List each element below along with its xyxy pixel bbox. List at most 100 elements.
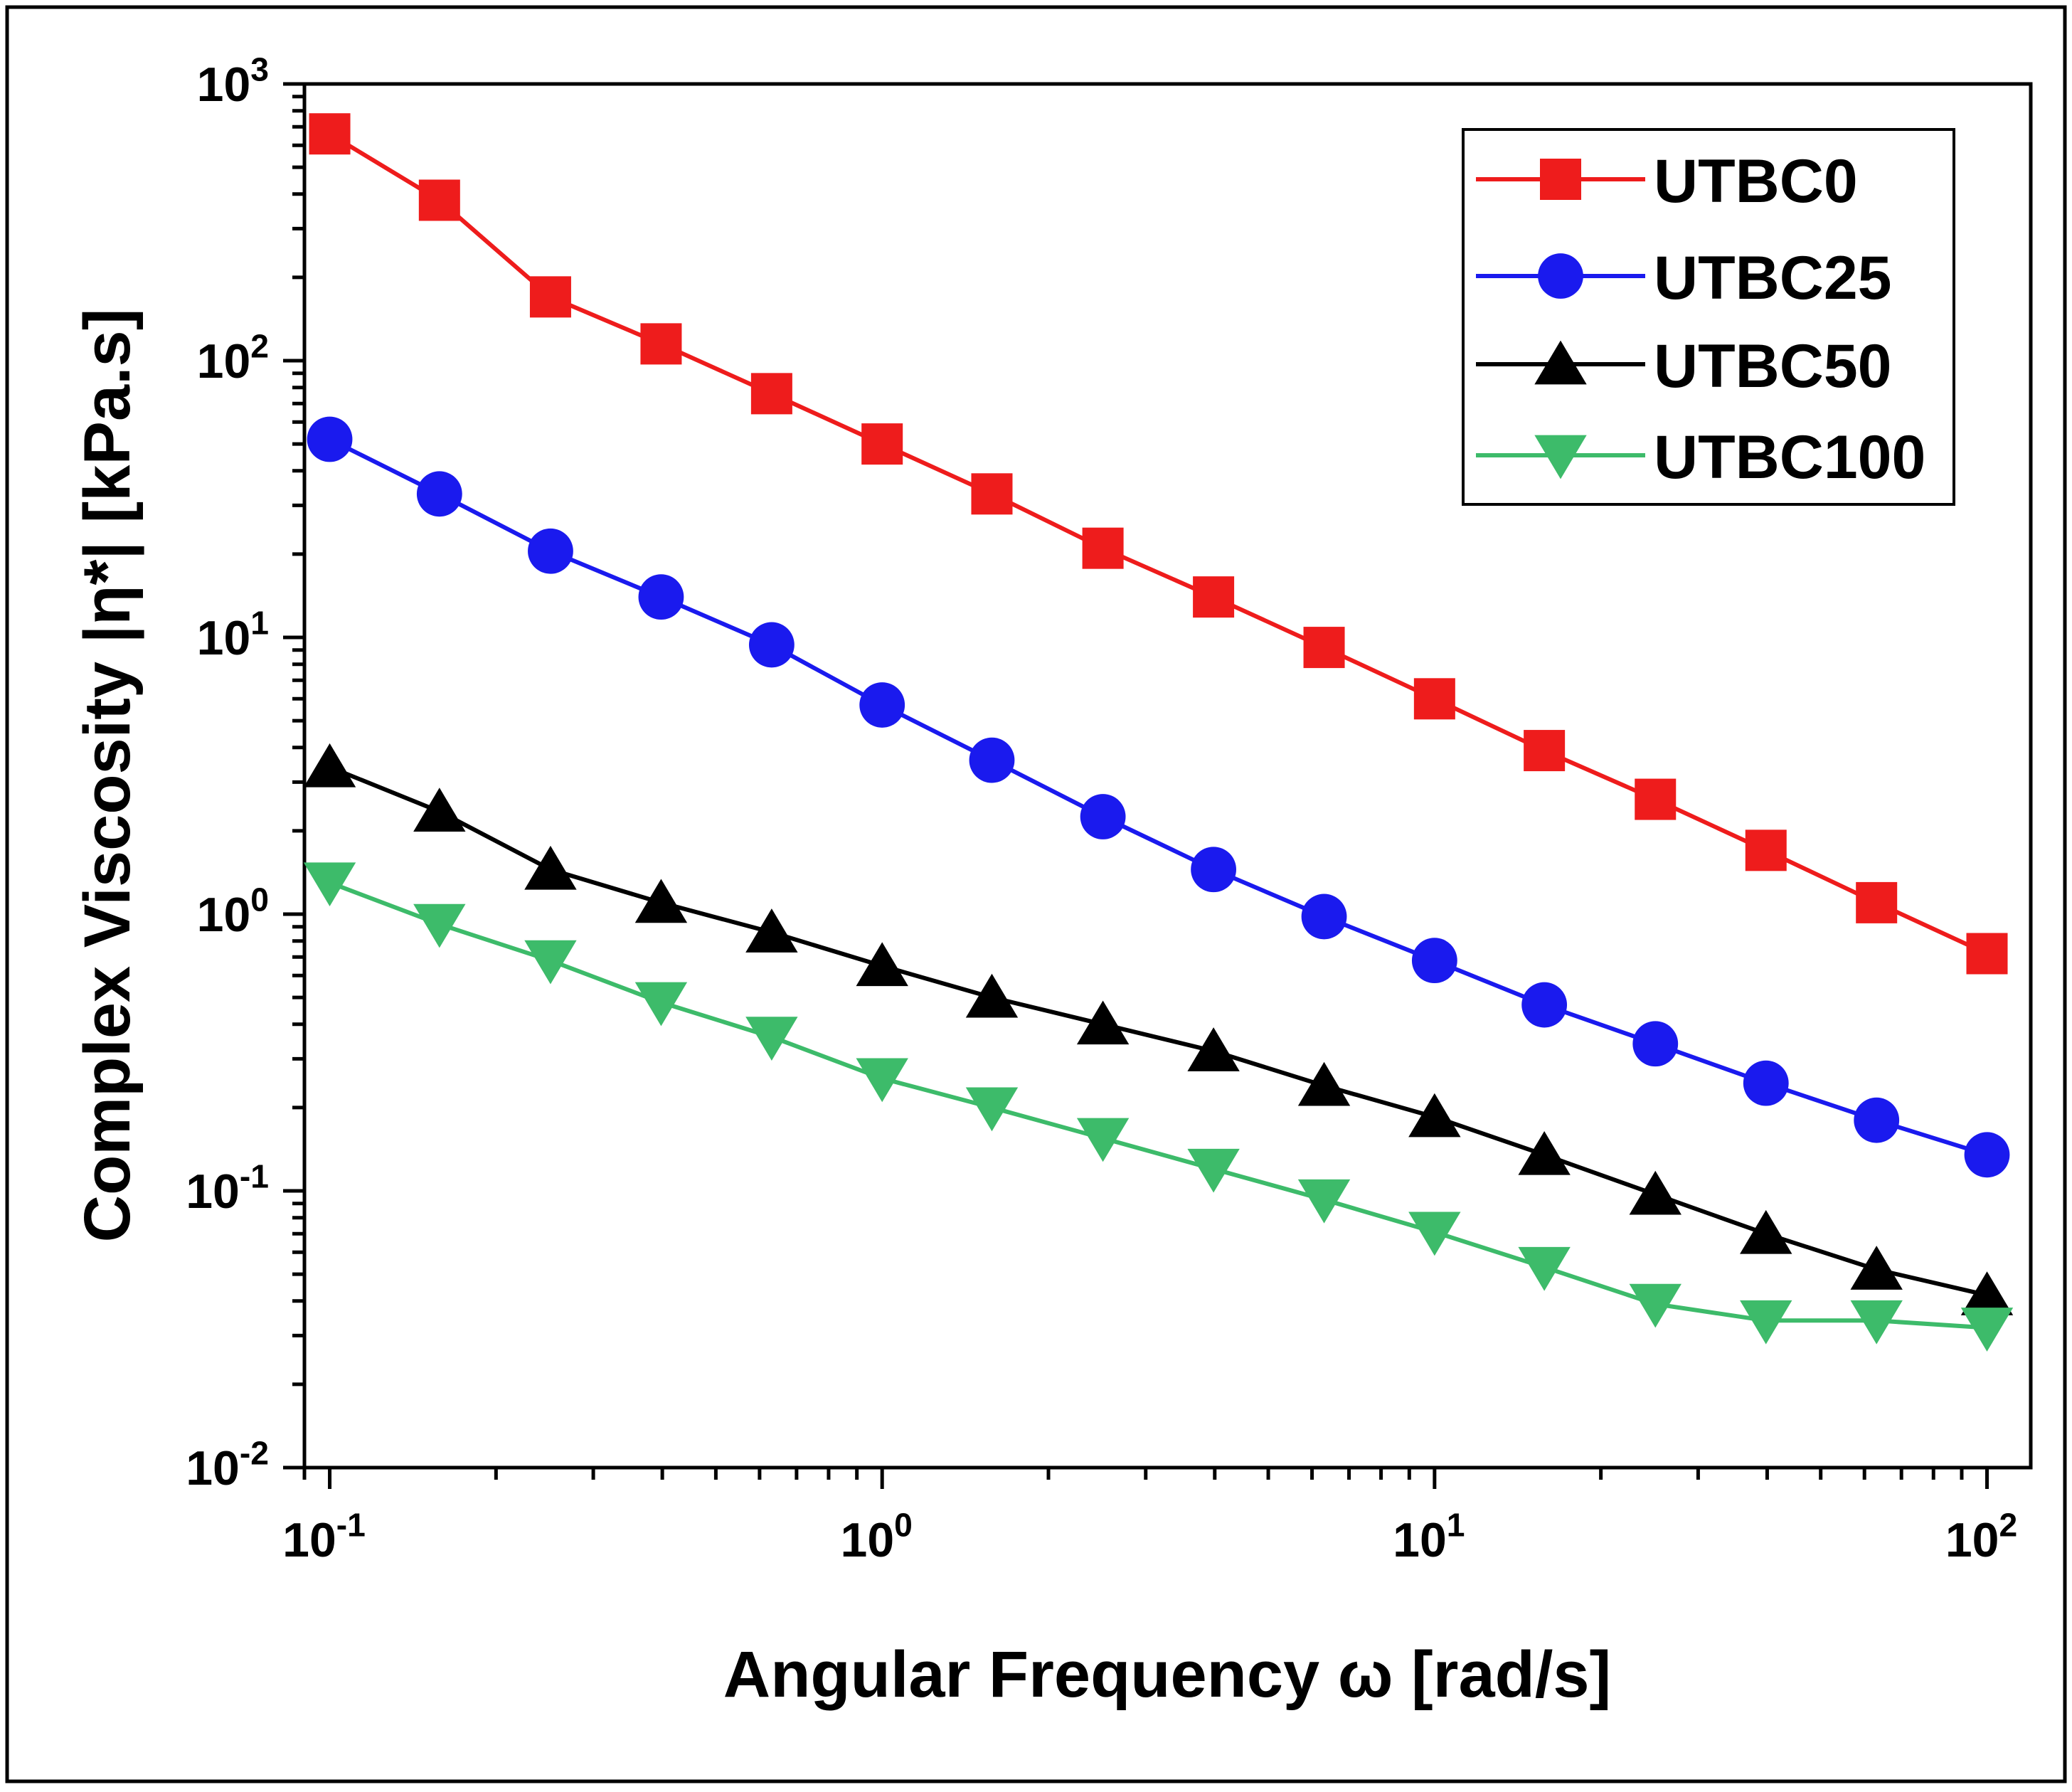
data-point-utbc25 bbox=[1521, 982, 1568, 1028]
data-point-utbc100 bbox=[1960, 1308, 2014, 1352]
series-utbc100 bbox=[303, 862, 2014, 1352]
data-point-utbc25 bbox=[1191, 847, 1236, 893]
data-point-utbc25 bbox=[1854, 1097, 1900, 1143]
plot-area bbox=[302, 82, 2033, 1470]
legend-item-utbc100: UTBC100 bbox=[1476, 423, 1925, 492]
data-point-utbc100 bbox=[1408, 1212, 1461, 1256]
data-point-utbc50 bbox=[1408, 1093, 1461, 1138]
data-point-utbc25 bbox=[1964, 1132, 2010, 1178]
y-tick-label: 101 bbox=[197, 604, 269, 665]
data-point-utbc0 bbox=[418, 179, 460, 221]
legend-label-utbc25: UTBC25 bbox=[1654, 244, 1892, 312]
data-point-utbc0 bbox=[309, 113, 351, 155]
data-point-utbc50 bbox=[303, 743, 356, 788]
series-line-utbc100 bbox=[329, 880, 1987, 1330]
y-axis: 10-2 10-1 100 101 102 103 bbox=[186, 51, 304, 1495]
data-point-utbc100 bbox=[524, 940, 577, 985]
data-point-utbc0 bbox=[1524, 730, 1566, 772]
data-point-utbc25 bbox=[748, 622, 795, 668]
data-point-utbc100 bbox=[1297, 1179, 1351, 1224]
series-layer bbox=[303, 113, 2014, 1352]
data-point-utbc50 bbox=[1850, 1246, 1903, 1290]
data-point-utbc0 bbox=[1966, 933, 2008, 975]
legend-item-utbc0: UTBC0 bbox=[1476, 147, 1858, 216]
y-tick-label: 10-1 bbox=[186, 1157, 269, 1219]
data-point-utbc25 bbox=[1411, 938, 1457, 984]
data-point-utbc50 bbox=[1960, 1271, 2014, 1315]
legend-item-utbc25: UTBC25 bbox=[1476, 244, 1892, 312]
legend-label-utbc100: UTBC100 bbox=[1654, 423, 1925, 492]
x-axis-label: Angular Frequency ω [rad/s] bbox=[723, 1638, 1611, 1711]
y-axis-label: Complex Viscosity |η*| [kPa.s] bbox=[71, 309, 144, 1243]
legend-marker-utbc0 bbox=[1540, 159, 1581, 200]
data-point-utbc0 bbox=[529, 276, 571, 318]
data-point-utbc100 bbox=[1850, 1300, 1903, 1345]
data-point-utbc0 bbox=[1303, 627, 1345, 669]
series-line-utbc50 bbox=[329, 765, 1988, 1298]
legend-label-utbc50: UTBC50 bbox=[1654, 332, 1892, 401]
data-point-utbc100 bbox=[413, 903, 466, 948]
x-axis: 10-1 100 101 102 bbox=[282, 1468, 2017, 1567]
x-tick-label: 10-1 bbox=[282, 1506, 366, 1567]
data-point-utbc25 bbox=[1743, 1060, 1789, 1106]
data-point-utbc25 bbox=[969, 737, 1015, 783]
data-point-utbc100 bbox=[1629, 1283, 1681, 1328]
data-point-utbc50 bbox=[965, 973, 1019, 1018]
data-point-utbc50 bbox=[856, 942, 908, 987]
plot-box bbox=[302, 82, 2033, 1470]
series-utbc0 bbox=[309, 113, 2008, 975]
data-point-utbc100 bbox=[1187, 1148, 1240, 1193]
data-point-utbc100 bbox=[1740, 1300, 1792, 1345]
data-point-utbc50 bbox=[1629, 1170, 1681, 1215]
data-point-utbc0 bbox=[1635, 778, 1677, 820]
data-point-utbc50 bbox=[1076, 1000, 1130, 1045]
series-utbc50 bbox=[303, 743, 2014, 1315]
legend: UTBC0 UTBC25 UTBC50 UTBC100 bbox=[1462, 128, 1955, 506]
legend-marker-utbc100 bbox=[1534, 435, 1587, 479]
x-tick-label: 100 bbox=[841, 1506, 913, 1567]
data-point-utbc25 bbox=[1080, 794, 1126, 839]
data-point-utbc0 bbox=[1082, 527, 1124, 569]
y-tick-label: 102 bbox=[197, 327, 269, 388]
data-point-utbc100 bbox=[1076, 1118, 1130, 1162]
x-tick-label: 101 bbox=[1393, 1506, 1465, 1567]
data-point-utbc50 bbox=[745, 908, 798, 953]
data-point-utbc100 bbox=[303, 862, 356, 907]
data-point-utbc50 bbox=[413, 788, 466, 832]
data-point-utbc25 bbox=[528, 528, 573, 574]
data-point-utbc100 bbox=[1518, 1246, 1571, 1291]
data-point-utbc0 bbox=[1413, 678, 1455, 720]
data-point-utbc0 bbox=[861, 423, 903, 465]
data-point-utbc25 bbox=[859, 682, 905, 728]
data-point-utbc0 bbox=[1856, 881, 1898, 923]
y-tick-label: 103 bbox=[197, 51, 269, 112]
data-point-utbc0 bbox=[1745, 829, 1787, 871]
data-point-utbc25 bbox=[638, 574, 684, 620]
data-point-utbc100 bbox=[856, 1058, 908, 1103]
data-point-utbc0 bbox=[750, 373, 792, 415]
data-point-utbc25 bbox=[307, 416, 353, 462]
legend-marker-utbc25 bbox=[1538, 253, 1583, 299]
data-point-utbc0 bbox=[971, 473, 1013, 515]
data-point-utbc100 bbox=[745, 1017, 798, 1061]
legend-marker-utbc50 bbox=[1534, 340, 1587, 385]
data-point-utbc50 bbox=[1297, 1061, 1351, 1106]
x-tick-label: 102 bbox=[1945, 1506, 2017, 1567]
data-point-utbc50 bbox=[1518, 1130, 1571, 1175]
y-tick-label: 100 bbox=[197, 881, 269, 942]
data-point-utbc0 bbox=[640, 323, 682, 365]
legend-label-utbc0: UTBC0 bbox=[1654, 147, 1858, 216]
data-point-utbc50 bbox=[634, 879, 688, 923]
data-point-utbc50 bbox=[1740, 1209, 1792, 1254]
data-point-utbc50 bbox=[1187, 1027, 1240, 1071]
data-point-utbc0 bbox=[1193, 576, 1235, 618]
data-point-utbc25 bbox=[1632, 1021, 1679, 1067]
series-utbc25 bbox=[307, 416, 2010, 1178]
data-point-utbc50 bbox=[524, 845, 577, 890]
series-line-utbc25 bbox=[329, 437, 1988, 1157]
series-line-utbc0 bbox=[328, 132, 1988, 956]
data-point-utbc25 bbox=[1301, 894, 1347, 940]
legend-item-utbc50: UTBC50 bbox=[1476, 332, 1892, 401]
